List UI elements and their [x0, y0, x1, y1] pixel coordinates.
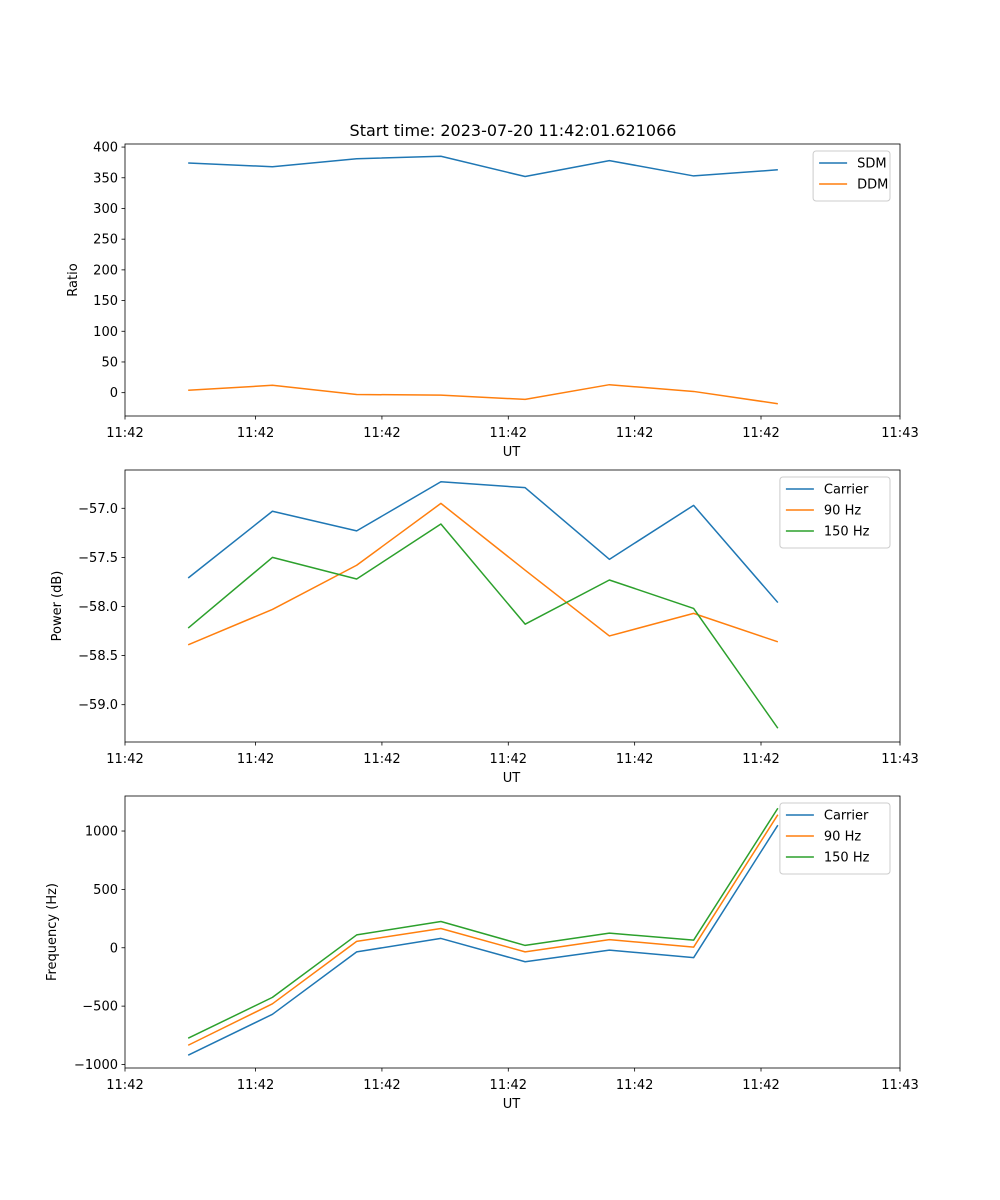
y-tick-label: 250 — [93, 233, 118, 248]
x-tick-label: 11:42 — [616, 1078, 653, 1093]
series-line-90-hz — [187, 502, 779, 646]
y-tick-label: 150 — [93, 294, 118, 309]
y-tick-label: −58.5 — [78, 649, 118, 664]
x-tick-label: 11:42 — [237, 1078, 274, 1093]
axes-frame — [124, 469, 901, 743]
figure-title: Start time: 2023-07-20 11:42:01.621066 — [350, 121, 677, 140]
y-axis-label: Power (dB) — [50, 571, 65, 642]
chart-2: −59.0 −58.5 −58.0 −57.5 −57.0 11:42 11:42 11:42… — [50, 469, 919, 786]
x-tick-label: 11:42 — [237, 426, 274, 441]
axes-frame — [124, 143, 901, 417]
chart-1: 0 50 100 150 200 250 300 350 400 11:42 11:42 11:42 1… — [66, 141, 919, 460]
y-tick-label: 200 — [93, 263, 118, 278]
x-tick-label: 11:42 — [363, 1078, 400, 1093]
series-line-sdm — [188, 155, 778, 178]
x-tick-label: 11:43 — [881, 1078, 918, 1093]
legend: SDM DDM — [812, 150, 891, 202]
series-line-150-hz — [187, 523, 779, 729]
x-axis-label: UT — [503, 771, 521, 786]
y-tick-label: 350 — [93, 171, 118, 186]
x-tick-label: 11:43 — [881, 752, 918, 767]
legend-label: 150 Hz — [824, 525, 870, 540]
y-tick-label: 400 — [93, 141, 118, 156]
x-tick-label: 11:42 — [237, 752, 274, 767]
y-tick-label: −58.0 — [78, 600, 118, 615]
x-tick-label: 11:42 — [490, 752, 527, 767]
x-tick-label: 11:42 — [616, 426, 653, 441]
legend-label: SDM — [857, 157, 886, 172]
legend: Carrier 90 Hz 150 Hz — [779, 802, 891, 875]
x-axis-label: UT — [503, 445, 521, 460]
legend-label: Carrier — [824, 483, 869, 498]
series-line-carrier — [187, 481, 779, 604]
legend-label: 90 Hz — [824, 504, 861, 519]
series-line-carrier — [187, 824, 779, 1056]
y-tick-label: −500 — [82, 1000, 118, 1015]
y-axis-label: Frequency (Hz) — [45, 883, 60, 981]
y-tick-label: 300 — [93, 202, 118, 217]
x-tick-label: 11:42 — [742, 426, 779, 441]
y-tick-label: 0 — [110, 386, 118, 401]
x-tick-label: 11:42 — [490, 1078, 527, 1093]
y-tick-label: 0 — [110, 941, 118, 956]
chart-3: −1000 −500 0 500 1000 11:42 11:42 11:42 11:42 11:… — [45, 795, 919, 1112]
x-tick-label: 11:43 — [881, 426, 918, 441]
x-tick-label: 11:42 — [106, 426, 143, 441]
series-line-150-hz — [187, 807, 779, 1039]
x-tick-label: 11:42 — [106, 1078, 143, 1093]
x-tick-label: 11:42 — [742, 1078, 779, 1093]
legend: Carrier 90 Hz 150 Hz — [779, 476, 891, 549]
y-tick-label: 50 — [101, 355, 118, 370]
y-tick-label: −57.5 — [78, 551, 118, 566]
y-tick-label: −59.0 — [78, 698, 118, 713]
legend-label: Carrier — [824, 809, 869, 824]
legend-label: DDM — [857, 178, 888, 193]
y-axis-label: Ratio — [66, 263, 81, 296]
axes-frame — [124, 795, 901, 1069]
plots-container: 0 50 100 150 200 250 300 350 400 11:42 11:42 11:42 1… — [45, 141, 919, 1112]
y-tick-label: −57.0 — [78, 502, 118, 517]
x-axis-label: UT — [503, 1097, 521, 1112]
y-tick-label: −1000 — [74, 1058, 118, 1073]
x-tick-label: 11:42 — [363, 752, 400, 767]
x-tick-label: 11:42 — [616, 752, 653, 767]
x-tick-label: 11:42 — [490, 426, 527, 441]
y-tick-label: 100 — [93, 325, 118, 340]
y-tick-label: 500 — [93, 883, 118, 898]
legend-label: 90 Hz — [824, 830, 861, 845]
x-tick-label: 11:42 — [363, 426, 400, 441]
series-line-ddm — [188, 383, 778, 405]
legend-label: 150 Hz — [824, 851, 870, 866]
series-line-90-hz — [187, 814, 779, 1046]
y-tick-label: 1000 — [85, 825, 118, 840]
x-tick-label: 11:42 — [106, 752, 143, 767]
x-tick-label: 11:42 — [742, 752, 779, 767]
